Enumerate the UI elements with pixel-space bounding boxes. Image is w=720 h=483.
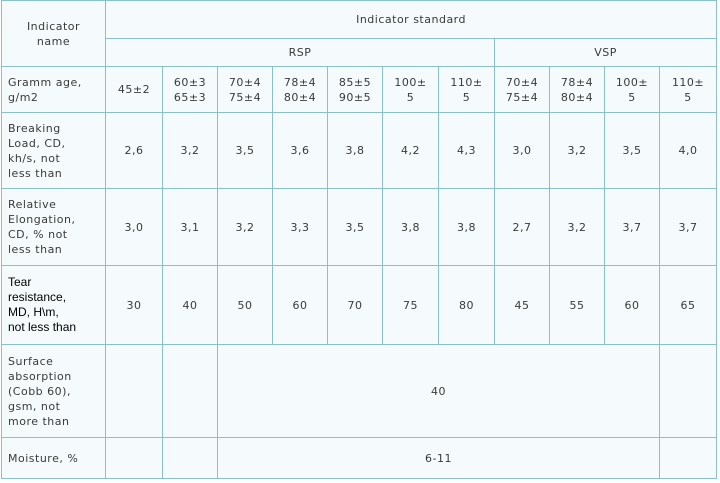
table-cell: 3,0 xyxy=(494,112,550,189)
table-cell: 40 xyxy=(162,265,218,345)
table-cell: 3,5 xyxy=(327,188,383,266)
table-cell: 78±4 80±4 xyxy=(549,66,605,113)
table-cell: 3,5 xyxy=(217,112,273,189)
table-cell: 100± 5 xyxy=(604,66,660,113)
row-label: Moisture, % xyxy=(1,437,106,479)
empty-cell xyxy=(162,437,218,479)
row-label-header: Indicator name xyxy=(1,0,106,67)
table-cell: 3,8 xyxy=(382,188,439,266)
row-label: Breaking Load, CD, kh/s, not less than xyxy=(1,112,106,189)
table-cell: 4,2 xyxy=(382,112,439,189)
table-cell: 3,0 xyxy=(105,188,163,266)
group-header: Indicator standard xyxy=(104,0,718,39)
table-cell: 4,0 xyxy=(658,112,718,189)
table-row: Tear resistance, MD, H\m, not less than 3… xyxy=(1,265,718,345)
table-cell: 70±4 75±4 xyxy=(217,66,273,113)
table-cell: 60 xyxy=(604,265,660,345)
table-row: Moisture, % 6-11 xyxy=(1,437,718,479)
table-cell: 60 xyxy=(272,265,328,345)
table-cell: 3,7 xyxy=(604,188,660,266)
empty-cell xyxy=(105,437,163,479)
table-row: Surface absorption (Cobb 60), gsm, not m… xyxy=(1,344,718,438)
table-cell: 3,2 xyxy=(217,188,273,266)
table-row: Relative Elongation, CD, % not less than… xyxy=(1,188,718,266)
group-name: VSP xyxy=(493,38,718,67)
table-cell: 80 xyxy=(438,265,495,345)
table-cell: 3,6 xyxy=(272,112,328,189)
table-cell: 45±2 xyxy=(105,66,163,113)
table-cell: 65 xyxy=(658,265,718,345)
table-cell: 110± 5 xyxy=(658,66,718,113)
table-cell: 70 xyxy=(327,265,383,345)
table-cell: 3,2 xyxy=(549,188,605,266)
subheader-row: RSP VSP xyxy=(2,38,718,67)
group-name: RSP xyxy=(105,38,495,67)
table-cell: 85±5 90±5 xyxy=(327,66,383,113)
table-cell: 60±3 65±3 xyxy=(162,66,218,113)
table-cell: 45 xyxy=(494,265,550,345)
merged-cell: 6-11 xyxy=(217,437,660,479)
table-cell: 50 xyxy=(217,265,273,345)
table-cell: 2,7 xyxy=(494,188,550,266)
table-cell: 4,3 xyxy=(438,112,495,189)
table-row: Gramm age, g/m2 45±2 60±3 65±3 70±4 75±4 78±… xyxy=(1,66,718,113)
table-cell: 75 xyxy=(382,265,439,345)
merged-cell: 40 xyxy=(217,344,660,438)
empty-cell xyxy=(105,344,163,438)
table-cell: 70±4 75±4 xyxy=(494,66,550,113)
table-cell: 55 xyxy=(549,265,605,345)
table-cell: 3,2 xyxy=(162,112,218,189)
table-cell: 3,5 xyxy=(604,112,660,189)
header-row: Indicator name Indicator standard xyxy=(1,0,718,67)
table-cell: 3,2 xyxy=(549,112,605,189)
table-cell: 30 xyxy=(105,265,163,345)
table-cell: 78±4 80±4 xyxy=(272,66,328,113)
table-cell: 2,6 xyxy=(105,112,163,189)
table-cell: 3,8 xyxy=(327,112,383,189)
row-label: Surface absorption (Cobb 60), gsm, not m… xyxy=(1,344,106,438)
table-cell: 3,3 xyxy=(272,188,328,266)
table-cell: 110± 5 xyxy=(438,66,495,113)
empty-cell xyxy=(658,437,718,479)
table-cell: 3,8 xyxy=(438,188,495,266)
row-label: Relative Elongation, CD, % not less than xyxy=(1,188,106,266)
table-cell: 3,1 xyxy=(162,188,218,266)
table-cell: 3,7 xyxy=(658,188,718,266)
empty-cell xyxy=(162,344,218,438)
row-label: Gramm age, g/m2 xyxy=(1,66,106,113)
table-cell: 100± 5 xyxy=(382,66,439,113)
table-row: Breaking Load, CD, kh/s, not less than 2,… xyxy=(1,112,718,189)
row-label: Tear resistance, MD, H\m, not less than xyxy=(1,265,106,345)
empty-cell xyxy=(658,344,718,438)
